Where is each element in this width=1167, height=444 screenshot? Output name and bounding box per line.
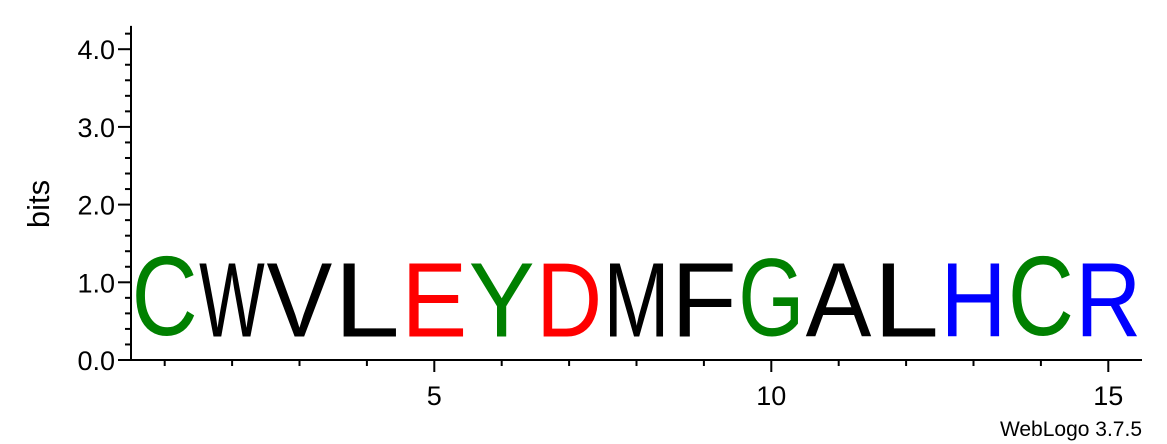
- glyph-pos-10: G: [738, 236, 804, 359]
- glyph-pos-13: H: [940, 240, 1006, 359]
- y-tick-label: 3.0: [77, 113, 115, 143]
- glyph-pos-6: Y: [469, 240, 535, 359]
- glyph-pos-12: L: [873, 241, 939, 360]
- y-tick-label: 2.0: [77, 191, 115, 221]
- y-axis: 0.0 1.0 2.0 3.0 4.0: [77, 25, 132, 376]
- x-tick-label: 15: [1093, 381, 1123, 411]
- glyph-pos-11: A: [806, 240, 872, 359]
- x-axis: 5 10 15: [131, 359, 1142, 411]
- glyph-pos-3: V: [266, 240, 332, 359]
- glyph-pos-5: E: [401, 240, 467, 359]
- glyph-pos-4: L: [334, 241, 400, 360]
- weblogo-credit: WebLogo 3.7.5: [1000, 418, 1142, 441]
- glyph-pos-15: R: [1075, 240, 1141, 359]
- glyph-pos-7: D: [536, 240, 602, 359]
- glyph-pos-8: M: [603, 240, 669, 359]
- glyph-pos-9: F: [671, 241, 737, 360]
- x-tick-label: 10: [756, 381, 786, 411]
- y-tick-label: 1.0: [77, 268, 115, 298]
- glyph-pos-1: C: [132, 233, 198, 359]
- glyph-pos-2: W: [199, 242, 265, 360]
- glyph-pos-14: C: [1008, 233, 1074, 359]
- x-tick-label: 5: [427, 381, 442, 411]
- y-tick-label: 4.0: [77, 35, 115, 65]
- y-tick-label: 0.0: [77, 346, 115, 376]
- y-axis-label: bits: [21, 180, 56, 228]
